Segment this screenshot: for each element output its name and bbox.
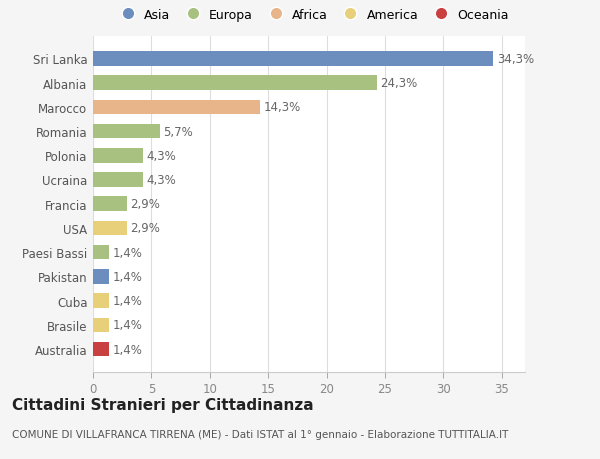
Bar bbox=[93, 101, 260, 115]
Text: 34,3%: 34,3% bbox=[497, 53, 534, 66]
Text: COMUNE DI VILLAFRANCA TIRRENA (ME) - Dati ISTAT al 1° gennaio - Elaborazione TUT: COMUNE DI VILLAFRANCA TIRRENA (ME) - Dat… bbox=[12, 429, 508, 439]
Text: 1,4%: 1,4% bbox=[113, 270, 143, 283]
Bar bbox=[93, 318, 109, 332]
Bar bbox=[93, 294, 109, 308]
Bar bbox=[93, 76, 377, 90]
Legend: Asia, Europa, Africa, America, Oceania: Asia, Europa, Africa, America, Oceania bbox=[113, 6, 511, 24]
Text: 2,9%: 2,9% bbox=[130, 198, 160, 211]
Text: 1,4%: 1,4% bbox=[113, 343, 143, 356]
Bar bbox=[93, 197, 127, 212]
Text: 24,3%: 24,3% bbox=[380, 77, 418, 90]
Bar bbox=[93, 221, 127, 235]
Text: 1,4%: 1,4% bbox=[113, 295, 143, 308]
Text: 5,7%: 5,7% bbox=[163, 125, 193, 138]
Text: 14,3%: 14,3% bbox=[263, 101, 301, 114]
Text: 4,3%: 4,3% bbox=[147, 174, 176, 186]
Bar bbox=[93, 342, 109, 357]
Text: 1,4%: 1,4% bbox=[113, 246, 143, 259]
Bar bbox=[93, 52, 493, 67]
Text: 2,9%: 2,9% bbox=[130, 222, 160, 235]
Text: 1,4%: 1,4% bbox=[113, 319, 143, 331]
Bar bbox=[93, 173, 143, 187]
Bar bbox=[93, 149, 143, 163]
Text: Cittadini Stranieri per Cittadinanza: Cittadini Stranieri per Cittadinanza bbox=[12, 397, 314, 412]
Text: 4,3%: 4,3% bbox=[147, 150, 176, 162]
Bar bbox=[93, 246, 109, 260]
Bar bbox=[93, 269, 109, 284]
Bar bbox=[93, 124, 160, 139]
